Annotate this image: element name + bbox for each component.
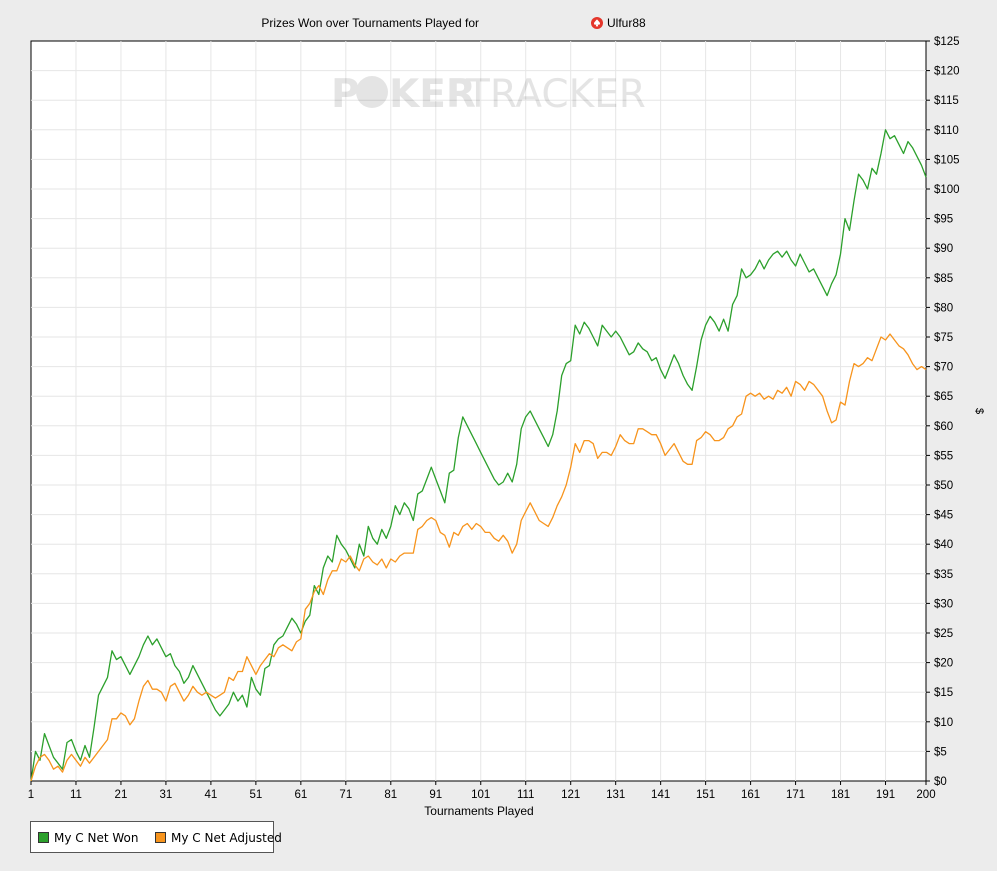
x-tick-label: 91 (429, 789, 442, 801)
watermark-chip-icon (356, 76, 388, 108)
legend-swatch-net-won (38, 832, 49, 843)
x-tick-label: 181 (831, 789, 850, 801)
legend-label-net-adjusted: My C Net Adjusted (171, 831, 282, 845)
x-tick-label: 21 (115, 789, 128, 801)
legend: My C Net Won My C Net Adjusted (30, 821, 282, 853)
watermark: P KER TRACKER (331, 72, 646, 117)
x-tick-label: 1 (28, 789, 34, 801)
x-tick-label: 141 (651, 789, 670, 801)
x-tick-label: 31 (160, 789, 173, 801)
x-tick-label: 121 (561, 789, 580, 801)
legend-label-net-won: My C Net Won (54, 831, 139, 845)
y-tick-label: $90 (934, 243, 953, 255)
x-tick-label: 41 (205, 789, 218, 801)
y-tick-label: $70 (934, 362, 953, 374)
plot-area (30, 40, 927, 782)
y-tick-label: $115 (934, 95, 959, 107)
chart-title-player: Ulfur88 (607, 16, 646, 30)
y-tick-label: $100 (934, 184, 960, 196)
y-tick-label: $60 (934, 421, 953, 433)
x-tick-label: 151 (696, 789, 715, 801)
x-tick-label: 171 (786, 789, 805, 801)
series-line-1 (30, 333, 927, 782)
legend-item-net-adjusted: My C Net Adjusted (155, 831, 282, 845)
y-axis-label: $ (973, 408, 985, 414)
x-tick-label: 131 (606, 789, 625, 801)
y-tick-label: $95 (934, 214, 953, 226)
y-tick-label: $10 (934, 717, 953, 729)
y-tick-label: $35 (934, 569, 953, 581)
y-tick-label: $20 (934, 658, 953, 670)
watermark-ker: KER (389, 72, 476, 117)
y-tick-label: $55 (934, 450, 953, 462)
x-tick-label: 51 (249, 789, 262, 801)
y-tick-label: $105 (934, 154, 960, 166)
y-tick-label: $75 (934, 332, 953, 344)
x-tick-label: 11 (70, 789, 82, 801)
y-tick-label: $40 (934, 539, 953, 551)
x-tick-label: 111 (517, 789, 534, 801)
legend-swatch-net-adjusted (155, 832, 166, 843)
x-tick-label: 191 (876, 789, 895, 801)
y-tick-label: $45 (934, 510, 953, 522)
legend-item-net-won: My C Net Won (38, 831, 138, 845)
x-tick-label: 101 (471, 789, 490, 801)
x-axis-label: Tournaments Played (424, 804, 533, 818)
spade-icon (591, 17, 603, 29)
watermark-tracker: TRACKER (465, 72, 646, 117)
y-tick-label: $0 (934, 776, 947, 788)
y-tick-label: $110 (934, 125, 959, 137)
watermark-p: P (331, 72, 360, 117)
y-tick-label: $50 (934, 480, 953, 492)
y-tick-label: $80 (934, 302, 953, 314)
x-tick-label: 161 (741, 789, 760, 801)
y-tick-label: $15 (934, 687, 953, 699)
x-tick-label: 71 (339, 789, 352, 801)
series-line-0 (30, 129, 927, 782)
y-tick-label: $5 (934, 746, 947, 758)
y-tick-label: $30 (934, 598, 953, 610)
y-tick-label: $65 (934, 391, 953, 403)
y-tick-label: $120 (934, 66, 960, 78)
chart-title: Prizes Won over Tournaments Played for (261, 16, 479, 30)
x-tick-label: 61 (294, 789, 307, 801)
x-tick-label: 81 (384, 789, 397, 801)
y-tick-label: $85 (934, 273, 953, 285)
y-tick-label: $125 (934, 36, 960, 48)
y-tick-label: $25 (934, 628, 953, 640)
x-tick-label: 200 (916, 789, 935, 801)
